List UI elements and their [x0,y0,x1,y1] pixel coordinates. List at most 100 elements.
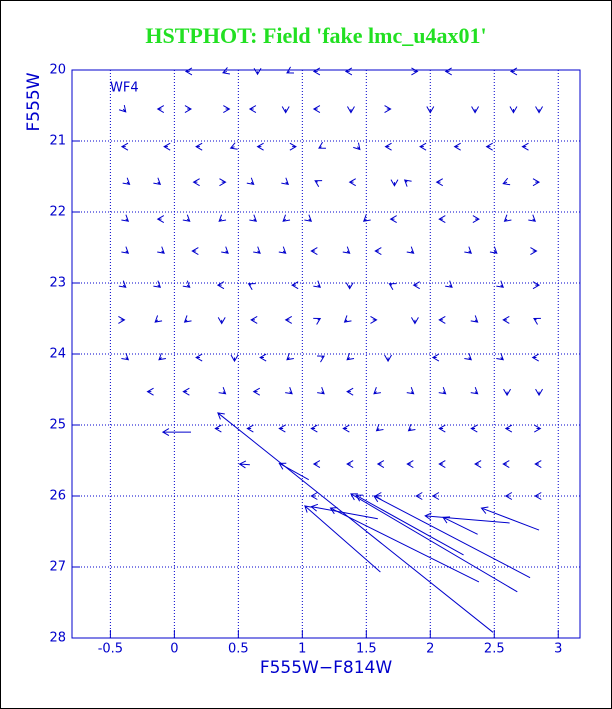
y-tick-label: 22 [49,205,66,220]
x-tick-label: 1 [298,642,306,657]
arrow [344,67,353,76]
arrow [184,105,193,113]
arrow [286,352,294,361]
arrow [183,315,192,323]
chart-title: HSTPHOT: Field 'fake lmc_u4ax01' [145,23,486,48]
arrow [154,315,163,323]
arrow [217,317,226,325]
arrow [253,67,262,76]
panel-label: WF4 [110,81,139,96]
arrow [503,388,511,397]
arrow [253,246,261,254]
arrow [390,179,399,187]
arrow [121,352,130,361]
arrow [221,246,229,254]
arrow [535,388,543,397]
arrow [509,67,518,76]
arrow [496,280,504,288]
arrow [419,142,427,151]
arrow [472,215,480,224]
arrow [284,315,293,324]
arrow [438,460,446,468]
arrow [503,214,512,222]
arrow [214,424,222,433]
arrow [406,460,414,468]
arrow [530,247,538,255]
arrow [218,387,227,395]
arrow [222,67,230,75]
y-tick-label: 27 [49,560,66,575]
arrow [453,142,461,151]
arrow [531,353,539,362]
arrow [411,67,419,76]
arrow [310,424,318,433]
arrow [238,460,250,469]
arrow [248,105,257,113]
arrow [247,283,256,290]
arrow [504,492,513,500]
arrow [474,460,482,468]
x-axis-label: F555W−F814W [260,658,393,678]
arrow [384,142,392,151]
y-tick-label: 20 [49,63,66,78]
arrow [246,424,254,433]
arrow [489,246,498,254]
arrow [118,280,127,288]
arrow [156,105,165,113]
arrow [217,412,494,633]
arrow [345,282,354,290]
arrow [375,423,384,432]
arrow [470,315,479,323]
arrow [485,142,493,151]
arrow [342,246,351,254]
arrow [346,387,354,396]
arrow [246,177,255,185]
y-tick-label: 23 [49,276,66,291]
x-tick-label: 0 [170,642,178,657]
y-tick-label: 24 [49,347,66,362]
arrow [407,423,416,432]
arrow [313,317,322,325]
x-tick-label: 2.5 [484,642,505,657]
arrow [156,215,165,224]
arrow [314,180,323,188]
arrow [121,246,130,254]
arrow [388,283,397,290]
arrow [310,492,318,500]
arrow [464,352,473,361]
arrow [410,317,419,325]
arrow [389,215,397,224]
arrow [161,428,192,437]
arrow [496,352,504,361]
arrow [153,177,162,185]
arrow [289,142,297,151]
arrow [502,460,510,468]
arrow [317,355,325,363]
arrow [157,246,165,254]
arrow [285,387,293,395]
arrow [532,178,541,187]
arrow [346,460,354,468]
x-tick-label: -0.5 [98,642,123,657]
arrow [438,315,446,324]
arrow [146,387,154,396]
arrow [415,492,423,500]
arrow [184,67,193,76]
arrow [312,67,321,76]
y-tick-label: 26 [49,489,66,504]
arrow [343,315,352,323]
arrow [192,178,200,187]
arrow [444,67,452,76]
arrow [312,105,321,113]
arrow [532,281,541,290]
arrow [438,215,446,224]
arrow [158,352,166,361]
arrow [470,424,478,433]
arrow [435,178,443,187]
arrow [464,246,473,254]
arrow [229,142,238,150]
y-tick-label: 28 [49,631,66,646]
arrow [304,505,381,573]
arrow [509,106,518,114]
arrow [403,179,412,187]
